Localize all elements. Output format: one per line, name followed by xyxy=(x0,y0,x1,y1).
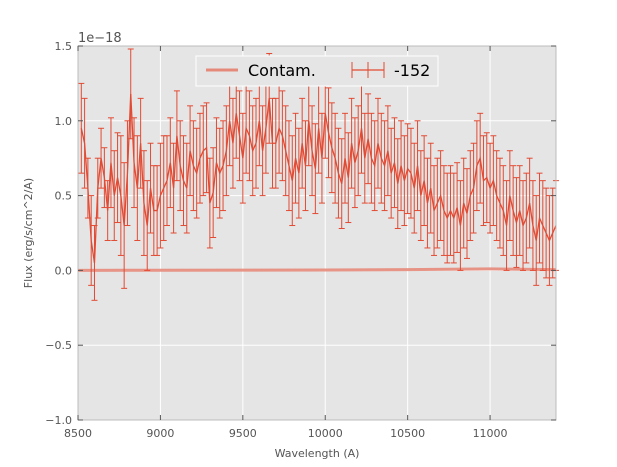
spectrum-line xyxy=(80,93,557,264)
y-tick-label: 0.0 xyxy=(55,264,73,277)
spectrum-series xyxy=(78,48,559,301)
legend-spectrum-swatch xyxy=(351,62,385,78)
y-axis-label: Flux (erg/s/cm^2/A) xyxy=(22,178,35,288)
x-axis-label: Wavelength (A) xyxy=(275,447,360,460)
y-tick-label: −0.5 xyxy=(45,339,72,352)
x-tick-label: 8500 xyxy=(64,427,92,440)
legend: Contam. -152 xyxy=(195,55,439,87)
x-tick-label: 9500 xyxy=(229,427,257,440)
contam-series xyxy=(77,267,557,272)
y-tick-label: 0.5 xyxy=(55,190,73,203)
legend-contam-label: Contam. xyxy=(248,61,316,80)
x-tick-label: 11000 xyxy=(473,427,508,440)
x-tick-label: 9000 xyxy=(146,427,174,440)
legend-spectrum-label: -152 xyxy=(394,61,430,80)
y-tick-label: 1.0 xyxy=(55,115,73,128)
axis-ticks: 8500 9000 9500 10000 10500 11000 −1.0 −0.5 0.0 0.… xyxy=(45,40,556,440)
y-offset-label: 1e−18 xyxy=(78,31,122,46)
y-tick-label: 1.5 xyxy=(55,40,73,53)
contam-line xyxy=(77,267,557,272)
x-tick-label: 10500 xyxy=(390,427,425,440)
x-tick-label: 10000 xyxy=(308,427,343,440)
y-tick-label: −1.0 xyxy=(45,414,72,427)
plot-frame xyxy=(77,45,557,421)
